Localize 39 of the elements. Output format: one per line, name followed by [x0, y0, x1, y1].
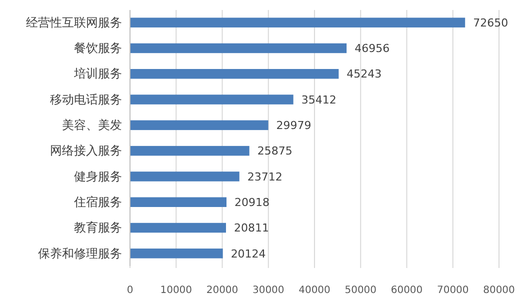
bar	[130, 120, 268, 130]
bar	[130, 18, 466, 28]
y-tick-label: 餐饮服务	[74, 41, 122, 56]
bar	[130, 94, 294, 104]
data-label: 35412	[301, 93, 336, 106]
data-label: 23712	[247, 170, 282, 184]
y-tick-label: 网络接入服务	[50, 144, 122, 158]
y-tick-label: 移动电话服务	[50, 92, 122, 106]
bar	[130, 222, 226, 233]
x-tick-label: 80000	[483, 285, 515, 296]
y-tick-label: 保养和修理服务	[38, 246, 122, 260]
y-tick-label: 健身服务	[74, 169, 122, 184]
x-tick-label: 20000	[206, 285, 238, 296]
bar	[130, 69, 339, 79]
y-tick-label: 美容、美发	[62, 118, 122, 132]
x-tick-label: 40000	[298, 285, 330, 296]
data-label: 20918	[234, 196, 270, 209]
y-tick-label: 住宿服务	[73, 194, 122, 209]
data-label: 45243	[346, 68, 382, 81]
data-label: 29979	[276, 119, 312, 132]
data-label: 25875	[257, 144, 292, 158]
bar	[130, 197, 226, 207]
x-tick-label: 10000	[160, 285, 192, 296]
data-label: 20811	[234, 222, 269, 235]
y-tick-label: 培训服务	[73, 66, 122, 81]
bar	[130, 248, 223, 258]
data-label: 20124	[230, 247, 266, 260]
bar	[130, 146, 250, 156]
bar	[130, 172, 240, 182]
data-label: 46956	[354, 42, 390, 56]
x-tick-label: 0	[126, 285, 134, 296]
y-tick-label: 经营性互联网服务	[26, 15, 122, 30]
bar	[130, 43, 347, 54]
x-tick-label: 60000	[390, 285, 423, 296]
data-label: 72650	[473, 16, 508, 30]
x-tick-label: 30000	[252, 285, 284, 296]
x-tick-label: 50000	[344, 285, 377, 296]
y-tick-label: 教育服务	[74, 220, 122, 235]
x-tick-label: 70000	[436, 285, 469, 296]
